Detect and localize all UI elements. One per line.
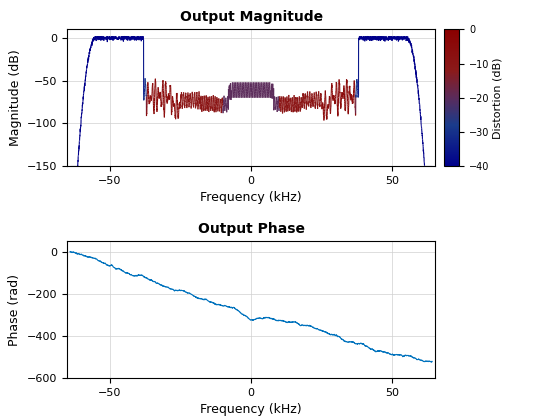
Title: Output Phase: Output Phase bbox=[198, 222, 305, 236]
Title: Output Magnitude: Output Magnitude bbox=[180, 10, 323, 24]
Y-axis label: Magnitude (dB): Magnitude (dB) bbox=[8, 50, 21, 146]
X-axis label: Frequency (kHz): Frequency (kHz) bbox=[200, 403, 302, 416]
Y-axis label: Phase (rad): Phase (rad) bbox=[8, 274, 21, 346]
Y-axis label: Distortion (dB): Distortion (dB) bbox=[492, 57, 502, 139]
X-axis label: Frequency (kHz): Frequency (kHz) bbox=[200, 192, 302, 205]
